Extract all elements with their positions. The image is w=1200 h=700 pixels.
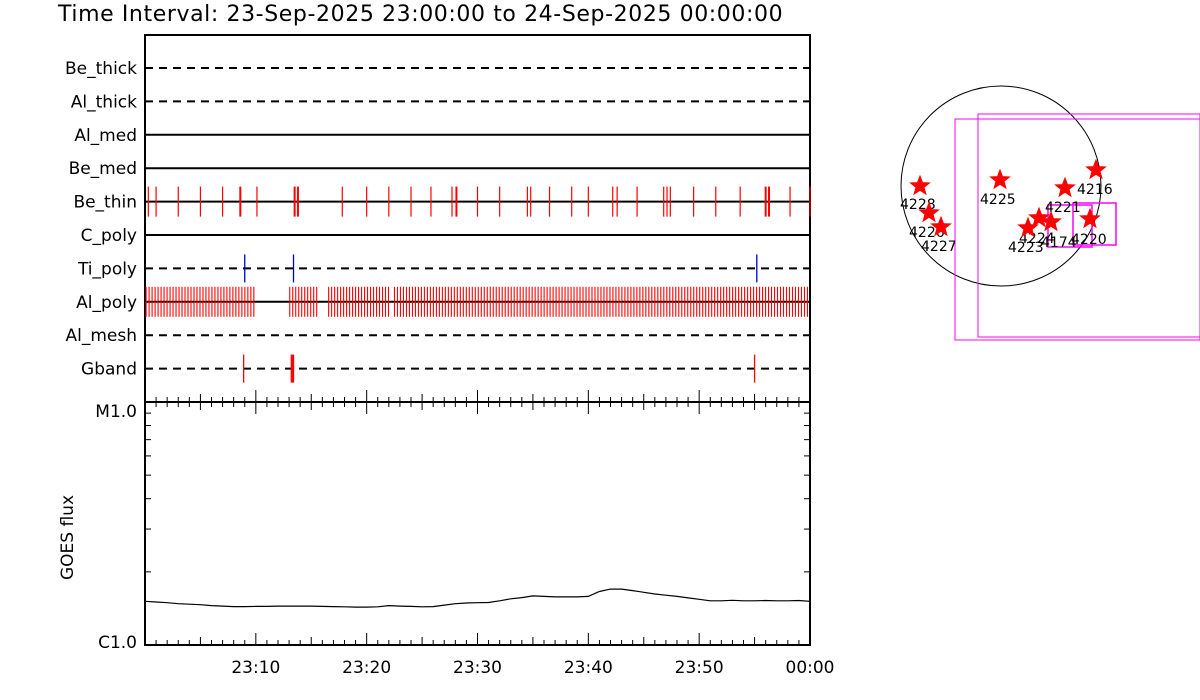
active-region-star — [1054, 176, 1076, 198]
x-tick-label: 00:00 — [786, 658, 835, 678]
active-region-label: 4174 — [1041, 235, 1077, 251]
active-region-star — [909, 174, 931, 196]
x-tick-label: 23:20 — [342, 658, 391, 678]
active-region-label: 4216 — [1077, 182, 1113, 198]
active-region-star — [930, 215, 952, 237]
active-region-label: 4226 — [909, 225, 945, 241]
active-region-star — [1079, 207, 1101, 229]
fov-box-outer — [954, 118, 1200, 341]
timeline-frame — [144, 34, 811, 403]
active-region-star — [1085, 158, 1107, 180]
x-tick-label: 23:10 — [231, 658, 280, 678]
active-region-star — [1028, 206, 1050, 228]
row-label-be-thin: Be_thin — [73, 193, 137, 213]
active-region-label: 4221 — [1045, 200, 1081, 216]
row-label-gband: Gband — [81, 360, 137, 380]
row-label-be-thick: Be_thick — [65, 59, 137, 79]
y-axis-label: GOES flux — [58, 495, 78, 580]
row-label-al-poly: Al_poly — [76, 293, 137, 313]
active-region-star — [1040, 210, 1062, 232]
active-region-label: 4224 — [1019, 231, 1055, 247]
active-region-label: 4225 — [980, 192, 1016, 208]
fov-box-small — [1072, 202, 1117, 246]
row-label-be-med: Be_med — [69, 159, 137, 179]
y-tick-label-bottom: C1.0 — [98, 633, 137, 653]
solar-limb — [900, 85, 1102, 287]
row-label-al-mesh: Al_mesh — [65, 326, 137, 346]
active-region-label: 4227 — [921, 239, 957, 255]
active-region-star — [918, 201, 940, 223]
flux-frame — [144, 401, 811, 646]
row-label-al-thick: Al_thick — [71, 92, 137, 112]
row-label-al-med: Al_med — [74, 126, 137, 146]
row-label-ti-poly: Ti_poly — [77, 259, 137, 279]
page-title: Time Interval: 23-Sep-2025 23:00:00 to 2… — [58, 2, 784, 27]
active-region-label: 4220 — [1071, 232, 1107, 248]
fov-box-outer — [977, 113, 1200, 338]
active-region-label: 4223 — [1008, 240, 1044, 256]
x-tick-label: 23:30 — [453, 658, 502, 678]
active-region-star — [1017, 216, 1039, 238]
row-label-c-poly: C_poly — [81, 226, 137, 246]
x-tick-label: 23:50 — [675, 658, 724, 678]
goes-flux-line — [144, 588, 811, 608]
x-tick-label: 23:40 — [564, 658, 613, 678]
y-tick-label-top: M1.0 — [95, 402, 137, 422]
active-region-star — [989, 168, 1011, 190]
